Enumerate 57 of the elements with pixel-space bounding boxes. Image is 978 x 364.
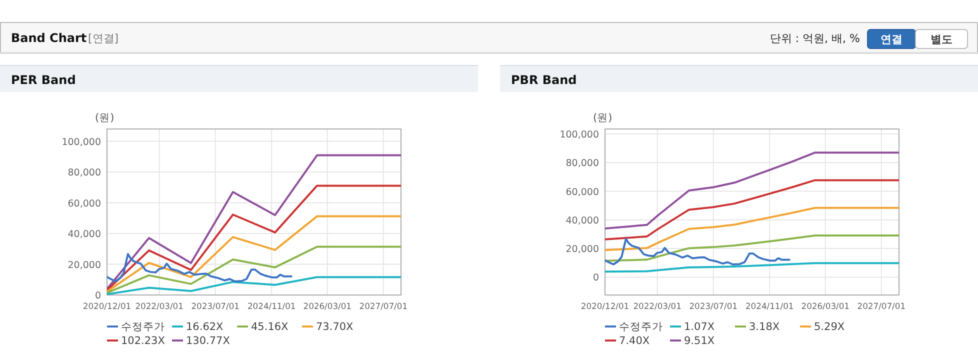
x-tick-label: 2026/03/01	[303, 301, 352, 311]
legend-label: 1.07X	[684, 321, 715, 333]
y-tick-label: 0	[94, 290, 101, 302]
legend-label: 7.40X	[619, 335, 650, 347]
text: 단위 : 억원, 배, %	[770, 32, 860, 45]
line-series	[107, 184, 401, 292]
x-tick-label: 2027/07/01	[359, 301, 408, 311]
x-tick-label: 2023/07/01	[689, 301, 738, 311]
x-tick-label: 2027/07/01	[857, 301, 906, 311]
line-series	[605, 234, 899, 262]
chart-title: PBR Band	[511, 73, 577, 87]
line-series	[107, 252, 292, 282]
line-series	[605, 152, 899, 230]
legend-label: 수정주가	[619, 321, 663, 333]
legend-label: 9.51X	[684, 335, 715, 347]
line-series	[107, 246, 401, 294]
y-tick-label: 100,000	[560, 130, 599, 141]
line-series	[107, 215, 401, 293]
y-tick-label: 60,000	[68, 198, 101, 210]
x-tick-label: 2022/03/01	[633, 301, 682, 311]
x-tick-label: 2024/11/01	[247, 301, 296, 311]
text: Band Chart	[11, 31, 87, 45]
line-series	[107, 276, 401, 295]
line-series	[605, 238, 790, 266]
x-tick-label: 2020/12/01	[580, 301, 630, 311]
y-tick-label: 0	[592, 272, 599, 284]
line-series	[605, 262, 899, 273]
y-axis-title: (원)	[95, 112, 114, 124]
legend-label: 16.62X	[186, 321, 224, 333]
line-series	[107, 154, 401, 290]
y-tick-label: 40,000	[566, 215, 599, 226]
y-tick-label: 40,000	[68, 229, 101, 240]
legend-label: 수정주가	[121, 321, 165, 333]
y-tick-label: 60,000	[566, 186, 599, 198]
chart-title: PER Band	[11, 73, 76, 87]
legend-label: 130.77X	[186, 335, 230, 347]
y-tick-label: 80,000	[566, 158, 599, 170]
text: [연결]	[88, 32, 119, 45]
y-tick-label: 20,000	[566, 244, 599, 255]
x-tick-label: 2024/11/01	[745, 301, 794, 311]
text: 별도	[930, 33, 952, 46]
line-series	[605, 206, 899, 252]
x-tick-label: 2020/12/01	[82, 301, 132, 311]
y-tick-label: 80,000	[68, 168, 101, 179]
x-tick-label: 2022/03/01	[135, 301, 184, 311]
legend-label: 73.70X	[316, 321, 354, 333]
line-series	[605, 179, 899, 240]
y-tick-label: 20,000	[68, 260, 101, 271]
legend-label: 45.16X	[251, 321, 288, 333]
text: 연결	[880, 33, 902, 46]
legend-label: 5.29X	[814, 321, 845, 333]
legend-label: 102.23X	[121, 335, 165, 347]
x-tick-label: 2026/03/01	[801, 301, 850, 311]
legend-label: 3.18X	[749, 321, 780, 333]
y-tick-label: 100,000	[62, 136, 101, 148]
x-tick-label: 2023/07/01	[191, 301, 240, 311]
y-axis-title: (원)	[593, 112, 612, 124]
